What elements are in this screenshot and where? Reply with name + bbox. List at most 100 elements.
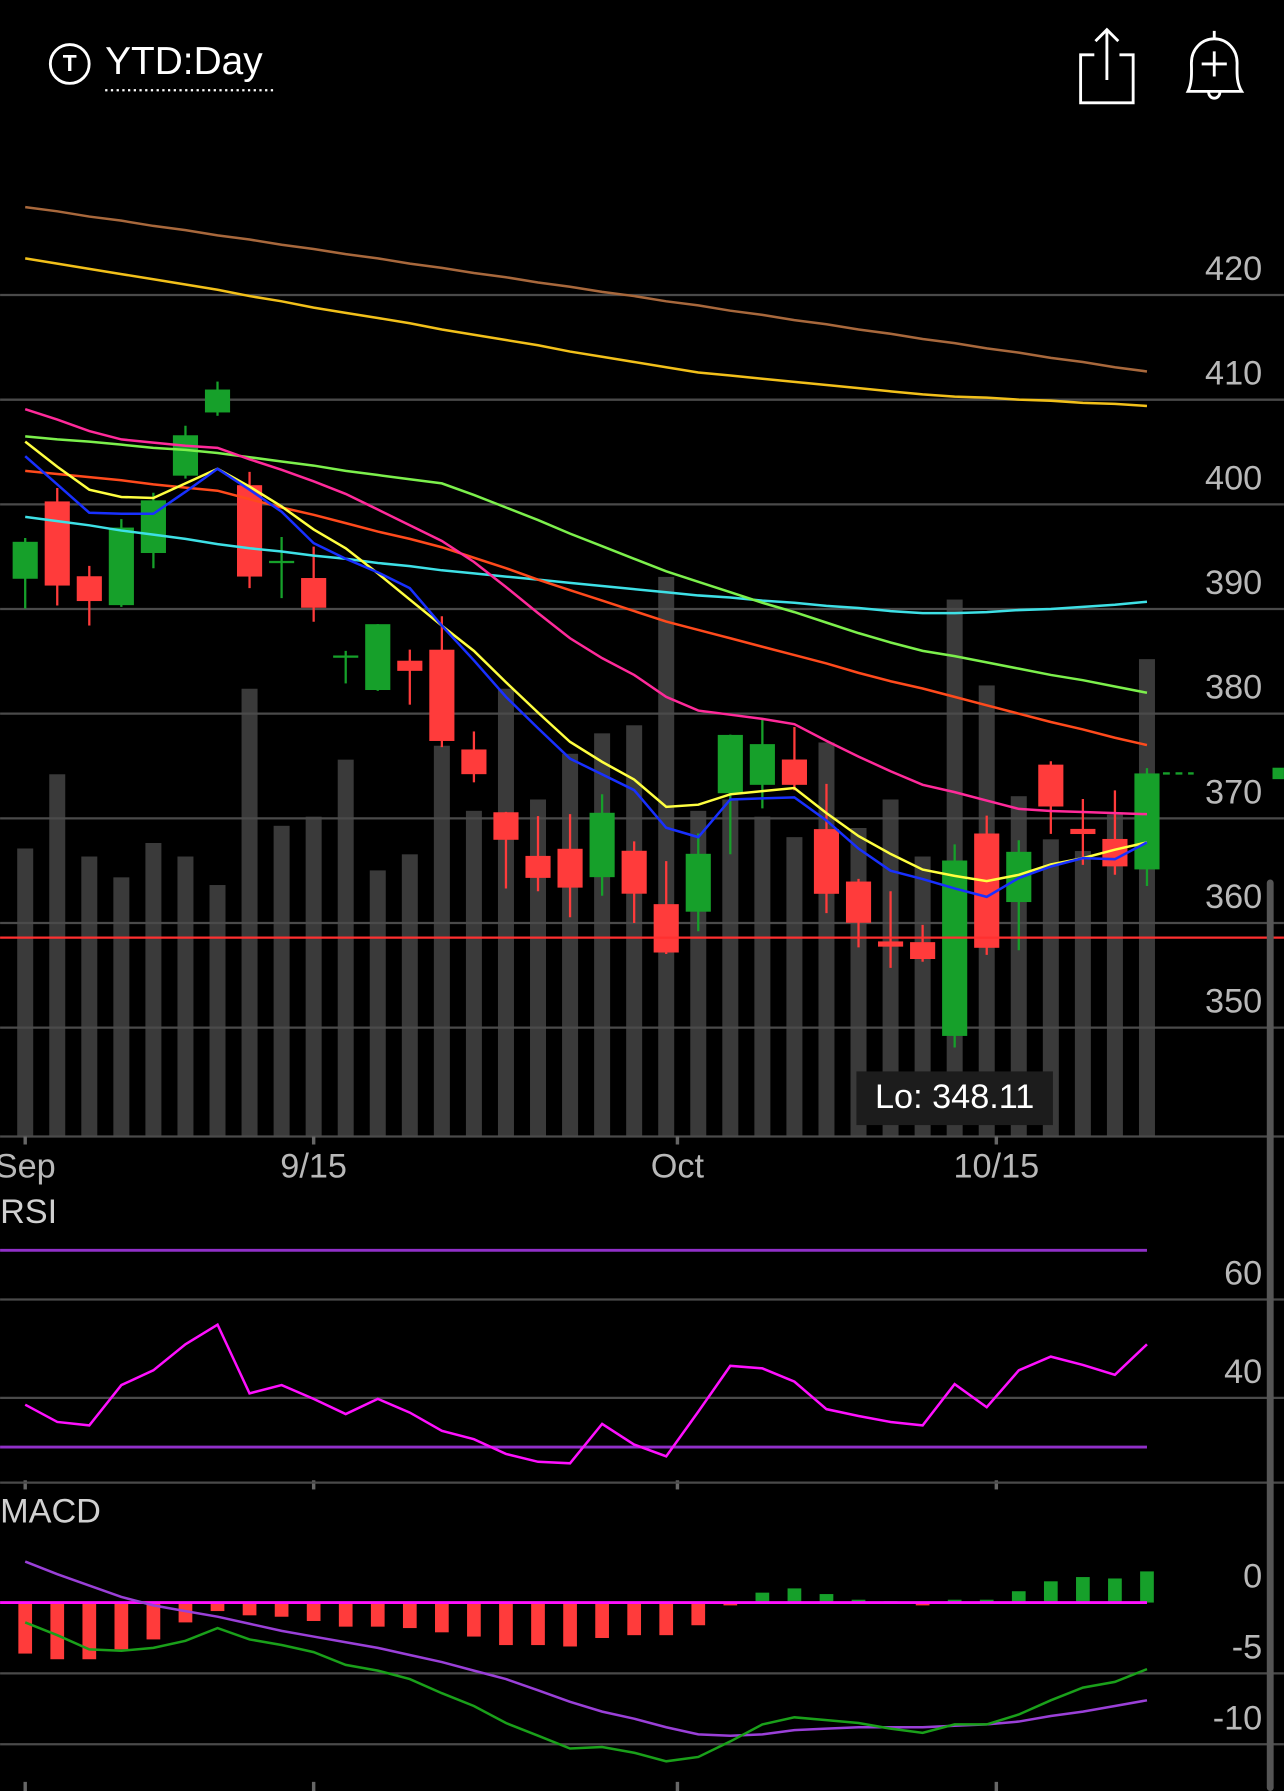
volume-bar [914, 856, 931, 1137]
volume-bar [145, 842, 162, 1137]
volume-bar [305, 816, 322, 1137]
y-tick-label: 370 [1205, 773, 1262, 811]
candle-body [12, 541, 38, 579]
candle-body [621, 850, 647, 894]
scrollbar[interactable] [1266, 879, 1274, 1791]
macd-histogram-bar [691, 1602, 706, 1626]
volume-bar [433, 745, 450, 1137]
volume-bar [626, 725, 643, 1137]
volume-bar [722, 799, 739, 1137]
x-tick-label: Sep [0, 1148, 56, 1186]
bell-plus [1201, 30, 1227, 100]
period-icon [48, 43, 91, 85]
candle-body [717, 734, 743, 794]
y-tick-label: -5 [1232, 1628, 1262, 1666]
share-arrow [1094, 27, 1120, 80]
macd-histogram-bar [146, 1602, 161, 1640]
volume-bar [81, 856, 98, 1137]
macd-histogram-bar [210, 1602, 225, 1612]
x-tick-label: 10/15 [953, 1148, 1039, 1186]
candle-body [525, 855, 551, 878]
panel-title: MACD [0, 1492, 101, 1530]
macd-histogram-bar [1043, 1581, 1058, 1603]
macd-histogram-bar [627, 1602, 642, 1636]
y-tick-label: 400 [1205, 459, 1262, 497]
macd-histogram-bar [370, 1602, 385, 1627]
alert-button[interactable] [1185, 30, 1245, 100]
volume-bar [786, 837, 803, 1137]
volume-bar [530, 799, 547, 1137]
candle-body [269, 560, 295, 564]
candle-body [589, 812, 615, 878]
macd-histogram-bar [595, 1602, 609, 1638]
macd-histogram-bar [755, 1592, 770, 1603]
volume-bar [241, 688, 258, 1137]
candle-body [1134, 773, 1160, 870]
candle-body [685, 853, 711, 912]
y-tick-label: 0 [1243, 1558, 1262, 1596]
candle-body [845, 881, 872, 923]
volume-bar [337, 759, 354, 1137]
macd-histogram-bar [1140, 1571, 1154, 1603]
last-price-marker [1272, 767, 1284, 780]
candle-body [1038, 764, 1064, 807]
volume-bar [465, 810, 482, 1137]
volume-bar [754, 816, 771, 1137]
macd-histogram-bar [242, 1602, 257, 1616]
period-label: YTD:Day [105, 40, 263, 83]
macd-histogram-bar [467, 1602, 481, 1637]
candle-body [365, 624, 391, 691]
candle-body [301, 578, 327, 608]
x-tick-label: 9/15 [280, 1148, 347, 1186]
macd-histogram-bar [435, 1602, 449, 1633]
y-tick-label: 410 [1205, 355, 1262, 393]
candle-body [461, 749, 487, 775]
volume-bar [882, 799, 899, 1137]
y-tick-label: 40 [1224, 1353, 1262, 1391]
y-tick-label: 390 [1205, 564, 1262, 602]
volume-bar [177, 856, 194, 1137]
volume-bar [594, 733, 611, 1137]
macd-histogram-bar [1076, 1577, 1090, 1603]
panel-title: RSI [0, 1193, 57, 1231]
candle-body [108, 527, 134, 606]
macd-histogram-bar [18, 1602, 33, 1654]
share-button[interactable] [1079, 27, 1135, 105]
y-tick-label: 350 [1205, 983, 1262, 1021]
volume-bar [1106, 814, 1123, 1137]
macd-histogram-bar [338, 1602, 353, 1627]
period-icon-letter: T [63, 50, 77, 76]
y-tick-label: -10 [1213, 1699, 1263, 1737]
candle-body [749, 744, 775, 785]
candle-body [333, 655, 359, 658]
candle-body [781, 759, 807, 785]
moving-average [24, 407, 1148, 816]
moving-average [25, 435, 1148, 694]
y-tick-label: 360 [1205, 878, 1262, 916]
volume-bar [17, 848, 34, 1137]
candle-body [429, 649, 455, 741]
volume-bar [113, 877, 130, 1137]
candle-body [493, 812, 519, 840]
volume-bar [369, 870, 386, 1137]
moving-average [24, 257, 1148, 408]
volume-bar [273, 825, 290, 1137]
macd-histogram-bar [499, 1602, 513, 1646]
candle-body [653, 904, 679, 953]
low-label-box [856, 1071, 1053, 1126]
macd-histogram-bar [531, 1602, 545, 1646]
share-box [1079, 53, 1135, 105]
period-selector[interactable]: T YTD:Day [48, 40, 275, 92]
macd-histogram-bar [1011, 1591, 1026, 1603]
volume-bar [401, 854, 418, 1137]
candle-body [557, 848, 583, 888]
macd-histogram-bar [659, 1602, 674, 1636]
macd-histogram-bar [50, 1602, 65, 1660]
candle-body [878, 941, 904, 947]
moving-average [24, 455, 1148, 899]
volume-bar [1042, 839, 1059, 1137]
volume-bar [658, 576, 675, 1137]
moving-average [25, 205, 1148, 373]
